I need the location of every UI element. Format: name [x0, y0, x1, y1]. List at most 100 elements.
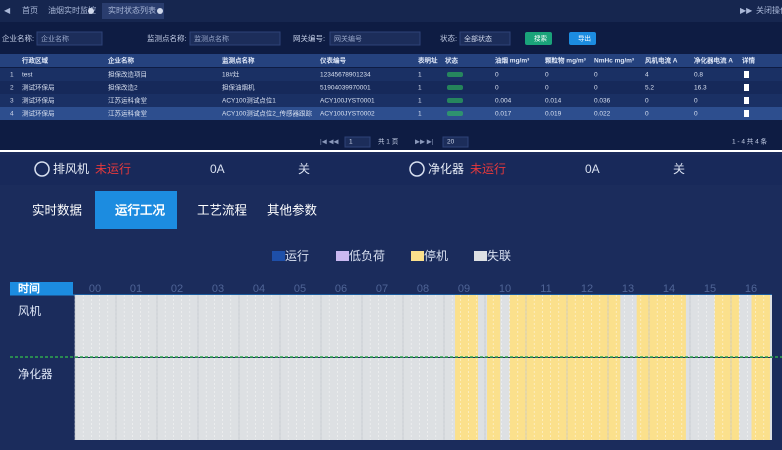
table-cell: 51904039970001: [320, 85, 371, 92]
table-row[interactable]: [0, 94, 782, 107]
pager-size[interactable]: [442, 136, 469, 148]
row-index: 2: [10, 85, 14, 92]
table-cell: ACY100JYST0001: [320, 98, 375, 105]
time-axis-label: 时间: [18, 281, 40, 295]
nav-close[interactable]: [157, 8, 163, 14]
table-cell: 1: [418, 98, 422, 105]
x-tick-label: 01: [130, 283, 142, 295]
legend-swatch: [411, 251, 424, 261]
nav-tab[interactable]: 油烟实时监控: [48, 5, 96, 15]
tab[interactable]: 其他参数: [267, 202, 318, 217]
table-cell: 江苏运科食堂: [108, 109, 148, 118]
filter-input[interactable]: [36, 31, 103, 46]
status-segment: [751, 295, 770, 357]
table-row[interactable]: [0, 81, 782, 94]
status-segment: [509, 358, 621, 440]
pager-next[interactable]: ▶▶ ▶|: [415, 139, 434, 146]
detail-icon[interactable]: [744, 97, 749, 104]
pager-size-value[interactable]: 20: [447, 139, 455, 146]
status-segment: [714, 358, 740, 440]
legend-swatch: [474, 251, 487, 261]
status-indicator: [447, 111, 463, 116]
table-cell: 担保油烟机: [222, 83, 255, 92]
table-cell: 18#灶: [222, 70, 240, 79]
row-index: 1: [10, 72, 14, 79]
x-tick-label: 05: [294, 283, 306, 295]
table-cell: 4: [645, 72, 649, 79]
export-button[interactable]: [569, 32, 596, 45]
device-state: 未运行: [470, 162, 506, 176]
status-segment: [487, 295, 501, 357]
table-cell: test: [22, 72, 33, 79]
filter-placeholder[interactable]: 网关编号: [334, 34, 362, 43]
x-tick-label: 14: [663, 283, 675, 295]
status-segment: [751, 358, 770, 440]
table-cell: 0: [694, 98, 698, 105]
table-row[interactable]: [0, 107, 782, 120]
filter-label: 网关编号:: [293, 33, 325, 43]
table-cell: 0: [545, 72, 549, 79]
table-header: [0, 54, 782, 67]
table-header-cell: 状态: [445, 56, 459, 65]
row-label: 净化器: [18, 367, 53, 381]
nav-bar: [0, 0, 782, 22]
device-icon: [34, 161, 50, 177]
device-name: 排风机: [53, 162, 89, 176]
x-tick-label: 11: [540, 283, 551, 295]
filter-placeholder[interactable]: 企业名称: [41, 34, 69, 43]
table-cell: 0.004: [495, 98, 512, 105]
pager-first[interactable]: |◀ ◀◀: [320, 139, 339, 146]
x-tick-label: 15: [704, 283, 716, 295]
table-cell: 0.014: [545, 98, 562, 105]
status-bar: [0, 155, 782, 185]
nav-back: ◀: [4, 6, 11, 15]
device-current: 0A: [210, 162, 225, 176]
nav-forward: ▶▶: [740, 6, 753, 15]
legend-label: 停机: [424, 248, 448, 263]
pager-input[interactable]: [344, 136, 371, 148]
table-cell: 担保改造项目: [108, 70, 147, 79]
legend-label: 运行: [285, 249, 309, 263]
filter-label: 企业名称:: [2, 33, 34, 43]
status-select[interactable]: [459, 31, 511, 46]
device-name: 净化器: [428, 162, 464, 176]
tab[interactable]: 运行工况: [115, 202, 166, 217]
nav-close-ops[interactable]: 关闭操作: [756, 5, 782, 15]
table-header-cell: 净化器电流 A: [694, 56, 733, 65]
x-tick-label: 02: [171, 283, 183, 295]
device-state: 未运行: [95, 162, 131, 176]
tab[interactable]: 实时数据: [32, 202, 82, 217]
nav-tab[interactable]: 实时状态列表: [108, 5, 156, 15]
x-tick-label: 10: [499, 283, 511, 295]
status-indicator: [447, 72, 463, 77]
nav-close[interactable]: [88, 8, 94, 14]
table-cell: 1: [418, 72, 422, 79]
table-header-cell: 详情: [742, 56, 756, 65]
filter-placeholder[interactable]: 监测点名称: [194, 34, 229, 43]
table-cell: 江苏运科食堂: [108, 96, 148, 105]
pager-page[interactable]: 1: [349, 139, 353, 146]
table-row[interactable]: [0, 68, 782, 81]
device-switch: 关: [298, 162, 310, 176]
nav-tab[interactable]: 首页: [22, 5, 38, 15]
search-button-label[interactable]: 搜索: [534, 34, 548, 43]
table-cell: 0: [495, 85, 499, 92]
status-segment: [455, 295, 479, 357]
x-tick-label: 07: [376, 283, 388, 295]
filter-input[interactable]: [189, 31, 281, 46]
filter-input[interactable]: [329, 31, 421, 46]
detail-icon[interactable]: [744, 110, 749, 117]
device-switch: 关: [673, 162, 685, 176]
table-cell: 测试环保局: [22, 83, 55, 92]
search-button[interactable]: [525, 32, 552, 45]
detail-icon[interactable]: [744, 71, 749, 78]
status-select-value[interactable]: 全部状态: [464, 34, 492, 43]
table-header-cell: 颗粒物 mg/m³: [545, 56, 587, 65]
x-tick-label: 00: [89, 283, 101, 295]
export-button-label[interactable]: 导出: [578, 34, 591, 43]
table-cell: ACY100JYST0002: [320, 111, 375, 118]
x-tick-label: 16: [745, 283, 757, 295]
tab[interactable]: 工艺流程: [197, 202, 248, 217]
table-cell: 担保改造2: [108, 83, 138, 92]
detail-icon[interactable]: [744, 84, 749, 91]
